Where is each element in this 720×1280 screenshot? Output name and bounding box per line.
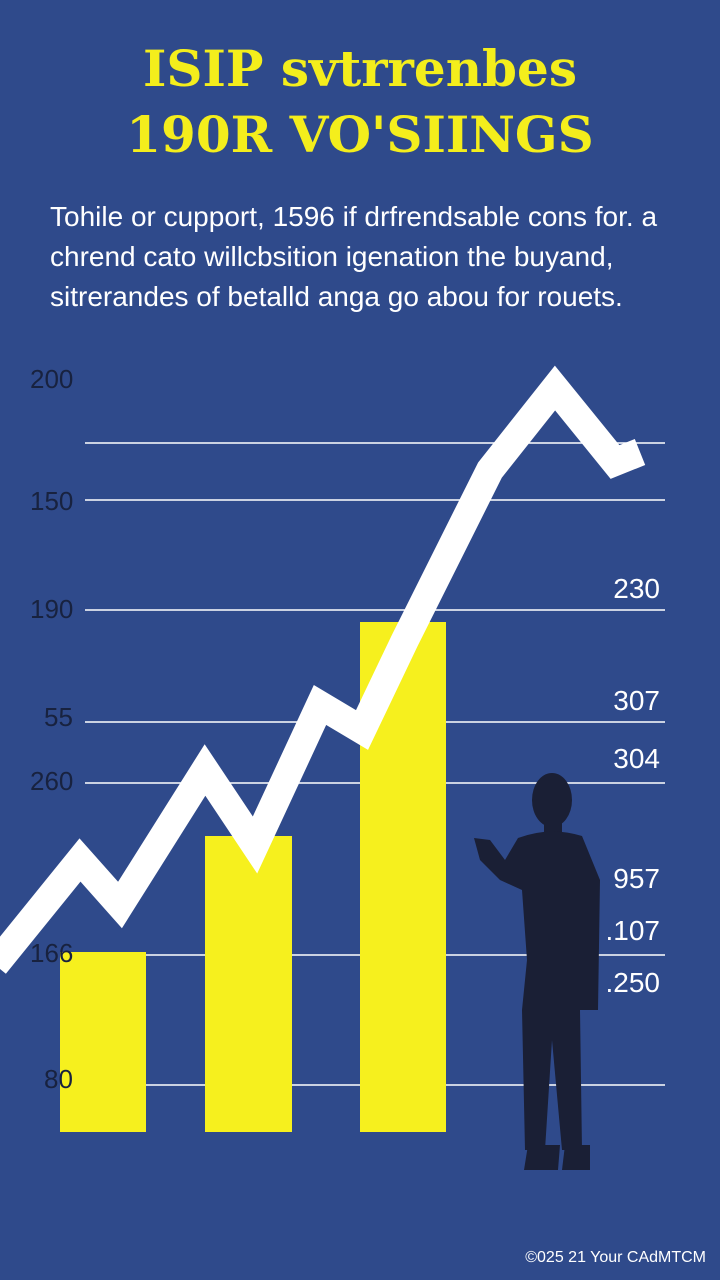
bar	[205, 836, 292, 1132]
person-silhouette	[474, 773, 600, 1170]
right-label: .250	[606, 967, 661, 998]
trend-line	[0, 365, 646, 974]
left-label: 150	[30, 486, 73, 516]
intro-line: sitrerandes of betalld anga go abou for …	[50, 281, 623, 312]
left-label: 190	[30, 594, 73, 624]
right-label: 307	[613, 685, 660, 716]
left-label: 260	[30, 766, 73, 796]
right-label: 957	[613, 863, 660, 894]
head	[532, 773, 572, 827]
footer: ©025 21 Your CAdMTCM	[525, 1249, 706, 1266]
right-label: .107	[606, 915, 661, 946]
left-label: 200	[30, 364, 73, 394]
right-label: 304	[613, 743, 660, 774]
title-line: ISIP svtrrenbes	[143, 39, 577, 98]
shoe	[562, 1145, 590, 1170]
intro-line: chrend cato willcbsition igenation the b…	[50, 241, 613, 272]
right-label: 230	[613, 573, 660, 604]
left-label: 166	[30, 938, 73, 968]
bar	[60, 952, 146, 1132]
body	[474, 831, 600, 1150]
shoe	[524, 1145, 560, 1170]
intro-line: Tohile or cupport, 1596 if drfrendsable …	[50, 201, 657, 232]
left-label: 80	[44, 1064, 73, 1094]
title-line: 190R VO'SIINGS	[126, 105, 594, 164]
left-label: 55	[44, 702, 73, 732]
